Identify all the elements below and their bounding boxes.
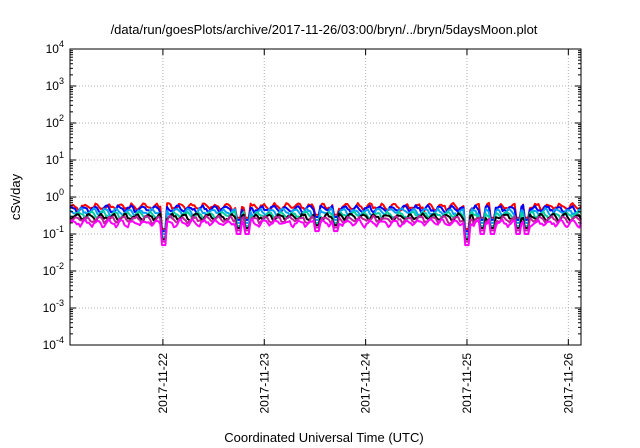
series-group [69,201,582,247]
chart-title: /data/run/goesPlots/archive/2017-11-26/0… [111,22,538,37]
y-tick-label: 104 [46,39,64,56]
x-axis-label: Coordinated Universal Time (UTC) [224,430,423,445]
grid [70,49,581,345]
y-tick-label: 103 [46,76,64,93]
x-tick-label: 2017-11-24 [359,353,373,414]
series-line [69,218,582,247]
series-line [69,207,582,235]
x-tick-label: 2017-11-22 [156,353,170,414]
x-tick-label: 2017-11-23 [257,353,271,414]
y-tick-label: 10-3 [43,298,64,315]
y-tick-label: 10-4 [43,335,64,352]
y-tick-label: 10-2 [43,261,64,278]
y-axis: 104 103 102 101 100 10-1 10-2 10-3 10-4 [43,39,581,352]
y-tick-label: 10-1 [43,224,64,241]
y-tick-label: 101 [46,150,64,167]
series-line [69,204,582,233]
y-tick-label: 102 [46,113,64,130]
y-axis-label: cSv/day [8,173,23,220]
series-line [69,212,582,241]
x-tick-label: 2017-11-25 [460,353,474,414]
x-axis: 2017-11-22 2017-11-23 2017-11-24 2017-11-25… [156,49,575,414]
y-tick-label: 100 [46,187,64,204]
x-tick-label: 2017-11-26 [561,353,575,414]
